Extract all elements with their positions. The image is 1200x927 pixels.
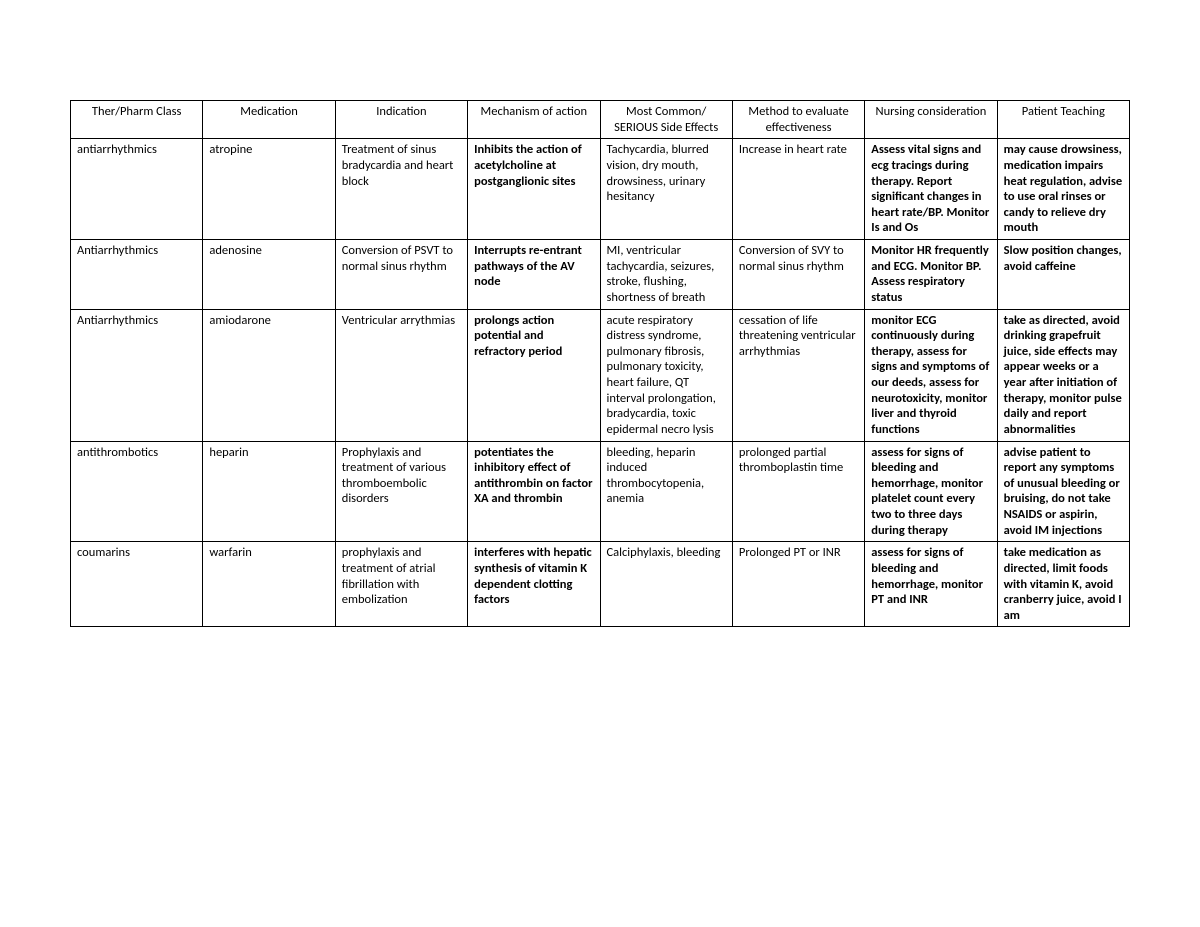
table-body: antiarrhythmicsatropineTreatment of sinu…: [71, 139, 1130, 627]
cell-side_effects: acute respiratory distress syndrome, pul…: [600, 309, 732, 441]
cell-effectiveness: prolonged partial thromboplastin time: [732, 441, 864, 542]
cell-side_effects: Calciphylaxis, bleeding: [600, 542, 732, 627]
cell-mechanism: Interrupts re-entrant pathways of the AV…: [468, 240, 600, 310]
table-row: AntiarrhythmicsamiodaroneVentricular arr…: [71, 309, 1130, 441]
cell-teaching: take as directed, avoid drinking grapefr…: [997, 309, 1129, 441]
cell-teaching: Slow position changes, avoid caffeine: [997, 240, 1129, 310]
cell-indication: prophylaxis and treatment of atrial fibr…: [335, 542, 467, 627]
cell-class: Antiarrhythmics: [71, 240, 203, 310]
cell-medication: atropine: [203, 139, 335, 240]
col-header-effectiveness: Method to evaluate effectiveness: [732, 101, 864, 139]
cell-class: Antiarrhythmics: [71, 309, 203, 441]
cell-teaching: may cause drowsiness, medication impairs…: [997, 139, 1129, 240]
table-row: antiarrhythmicsatropineTreatment of sinu…: [71, 139, 1130, 240]
cell-side_effects: bleeding, heparin induced thrombocytopen…: [600, 441, 732, 542]
col-header-nursing: Nursing consideration: [865, 101, 997, 139]
cell-effectiveness: Increase in heart rate: [732, 139, 864, 240]
col-header-class: Ther/Pharm Class: [71, 101, 203, 139]
cell-nursing: Assess vital signs and ecg tracings duri…: [865, 139, 997, 240]
medication-table: Ther/Pharm Class Medication Indication M…: [70, 100, 1130, 627]
cell-medication: heparin: [203, 441, 335, 542]
table-row: antithromboticsheparinProphylaxis and tr…: [71, 441, 1130, 542]
cell-effectiveness: Conversion of SVY to normal sinus rhythm: [732, 240, 864, 310]
cell-nursing: monitor ECG continuously during therapy,…: [865, 309, 997, 441]
cell-effectiveness: cessation of life threatening ventricula…: [732, 309, 864, 441]
cell-indication: Conversion of PSVT to normal sinus rhyth…: [335, 240, 467, 310]
cell-side_effects: MI, ventricular tachycardia, seizures, s…: [600, 240, 732, 310]
col-header-indication: Indication: [335, 101, 467, 139]
cell-medication: warfarin: [203, 542, 335, 627]
table-header-row: Ther/Pharm Class Medication Indication M…: [71, 101, 1130, 139]
cell-indication: Ventricular arrythmias: [335, 309, 467, 441]
cell-indication: Prophylaxis and treatment of various thr…: [335, 441, 467, 542]
cell-medication: amiodarone: [203, 309, 335, 441]
cell-class: antithrombotics: [71, 441, 203, 542]
document-page: Ther/Pharm Class Medication Indication M…: [0, 0, 1200, 687]
cell-mechanism: Inhibits the action of acetylcholine at …: [468, 139, 600, 240]
cell-nursing: assess for signs of bleeding and hemorrh…: [865, 441, 997, 542]
cell-effectiveness: Prolonged PT or INR: [732, 542, 864, 627]
cell-class: coumarins: [71, 542, 203, 627]
cell-side_effects: Tachycardia, blurred vision, dry mouth, …: [600, 139, 732, 240]
table-row: AntiarrhythmicsadenosineConversion of PS…: [71, 240, 1130, 310]
cell-mechanism: potentiates the inhibitory effect of ant…: [468, 441, 600, 542]
cell-mechanism: prolongs action potential and refractory…: [468, 309, 600, 441]
cell-nursing: assess for signs of bleeding and hemorrh…: [865, 542, 997, 627]
col-header-side-effects: Most Common/ SERIOUS Side Effects: [600, 101, 732, 139]
col-header-teaching: Patient Teaching: [997, 101, 1129, 139]
col-header-medication: Medication: [203, 101, 335, 139]
cell-mechanism: interferes with hepatic synthesis of vit…: [468, 542, 600, 627]
cell-medication: adenosine: [203, 240, 335, 310]
cell-indication: Treatment of sinus bradycardia and heart…: [335, 139, 467, 240]
cell-nursing: Monitor HR frequently and ECG. Monitor B…: [865, 240, 997, 310]
cell-class: antiarrhythmics: [71, 139, 203, 240]
col-header-mechanism: Mechanism of action: [468, 101, 600, 139]
table-row: coumarinswarfarinprophylaxis and treatme…: [71, 542, 1130, 627]
cell-teaching: take medication as directed, limit foods…: [997, 542, 1129, 627]
cell-teaching: advise patient to report any symptoms of…: [997, 441, 1129, 542]
